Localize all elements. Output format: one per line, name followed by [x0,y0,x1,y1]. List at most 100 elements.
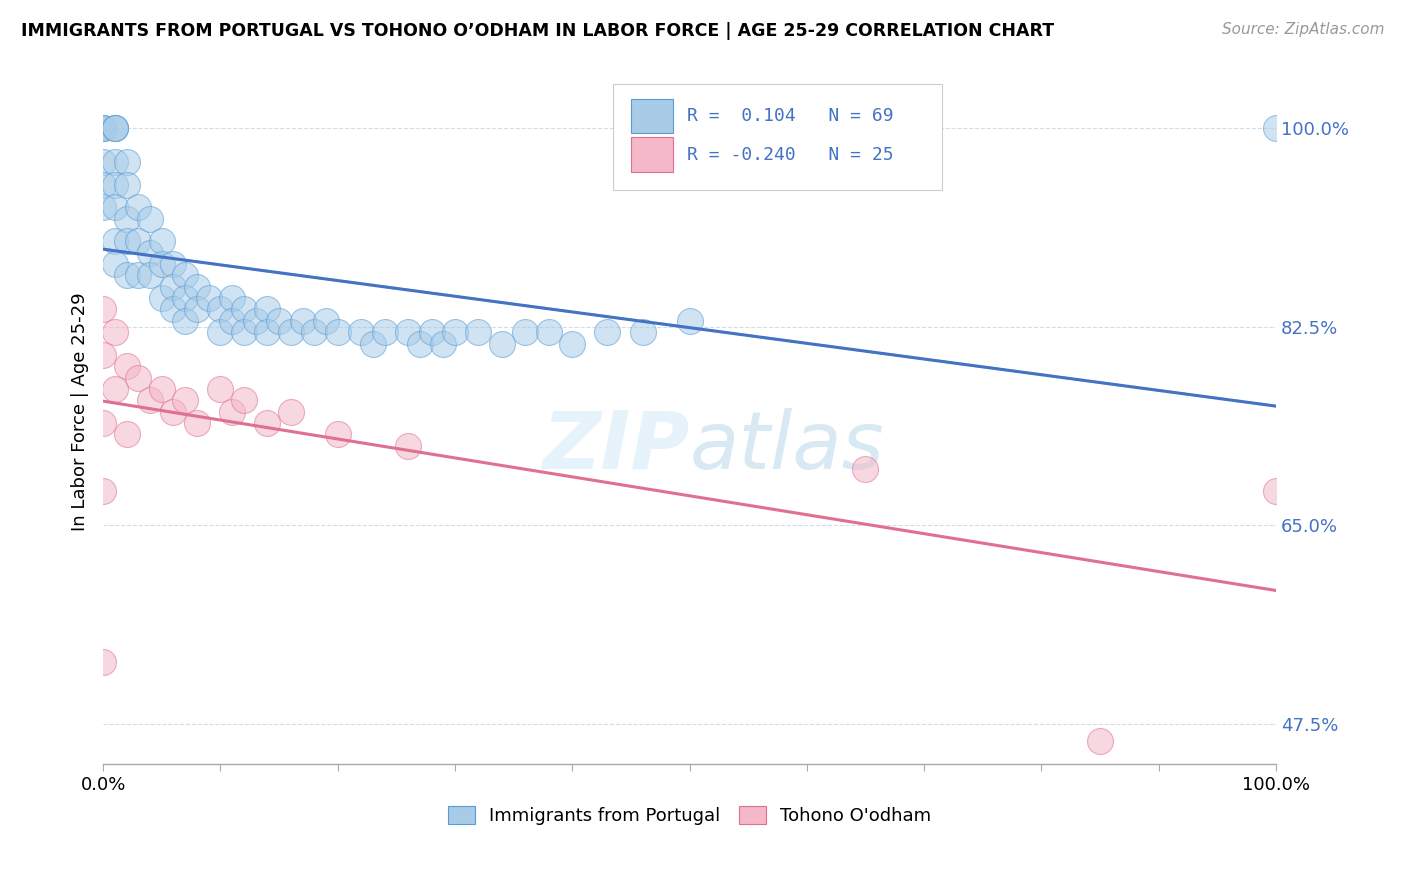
Point [91,348,114,362]
Point [232,393,254,408]
Point [115,154,138,169]
Point [139,393,162,408]
Point [115,359,138,374]
Point [104,325,127,339]
Point [104,257,127,271]
Point [150,382,173,396]
Point [104,154,127,169]
Point [127,268,149,283]
Point [115,211,138,226]
Point [245,314,267,328]
Point [420,325,443,339]
Point [174,291,197,305]
Point [162,302,184,317]
Point [139,211,162,226]
Point [104,200,127,214]
Point [221,291,243,305]
Y-axis label: In Labor Force | Age 25-29: In Labor Force | Age 25-29 [72,293,89,531]
Point [209,325,232,339]
Point [256,325,278,339]
Point [491,336,513,351]
Point [221,405,243,419]
Text: ZIP: ZIP [543,408,689,486]
Point [209,382,232,396]
Point [91,120,114,135]
Point [115,427,138,442]
Text: R =  0.104   N = 69: R = 0.104 N = 69 [688,107,894,125]
Text: R = -0.240   N = 25: R = -0.240 N = 25 [688,145,894,163]
Point [150,235,173,249]
FancyBboxPatch shape [613,84,942,190]
Point [127,235,149,249]
Point [91,154,114,169]
Point [162,405,184,419]
Point [209,302,232,317]
Point [221,314,243,328]
Point [104,120,127,135]
Point [537,325,560,339]
Point [139,268,162,283]
Point [127,200,149,214]
Point [315,314,337,328]
Point [91,484,114,499]
Point [432,336,454,351]
Point [186,279,208,293]
Point [91,302,114,317]
Point [186,416,208,430]
Point [256,416,278,430]
Point [326,325,349,339]
Point [596,325,619,339]
Point [361,336,384,351]
Point [232,325,254,339]
Point [115,235,138,249]
Point [104,382,127,396]
Point [280,325,302,339]
Point [104,178,127,192]
Point [409,336,432,351]
Point [350,325,373,339]
Point [396,439,419,453]
Point [115,178,138,192]
Point [150,291,173,305]
Point [186,302,208,317]
Point [1265,484,1288,499]
Text: IMMIGRANTS FROM PORTUGAL VS TOHONO O’ODHAM IN LABOR FORCE | AGE 25-29 CORRELATIO: IMMIGRANTS FROM PORTUGAL VS TOHONO O’ODH… [21,22,1054,40]
Point [91,416,114,430]
Point [91,120,114,135]
FancyBboxPatch shape [631,99,673,133]
Point [678,314,700,328]
Point [326,427,349,442]
Point [162,257,184,271]
Point [291,314,314,328]
Point [174,314,197,328]
Point [139,245,162,260]
Point [855,461,877,475]
Point [1088,734,1111,748]
Point [631,325,654,339]
Point [267,314,290,328]
Point [104,120,127,135]
Point [232,302,254,317]
Point [174,393,197,408]
Text: Source: ZipAtlas.com: Source: ZipAtlas.com [1222,22,1385,37]
Point [91,120,114,135]
Point [91,200,114,214]
Point [561,336,583,351]
Point [444,325,467,339]
Point [1265,120,1288,135]
Point [280,405,302,419]
Point [197,291,219,305]
Legend: Immigrants from Portugal, Tohono O'odham: Immigrants from Portugal, Tohono O'odham [447,805,931,825]
Point [302,325,325,339]
Point [150,257,173,271]
Text: atlas: atlas [689,408,884,486]
Point [515,325,537,339]
FancyBboxPatch shape [631,137,673,172]
Point [115,268,138,283]
Point [174,268,197,283]
Point [162,279,184,293]
Point [91,655,114,669]
Point [104,235,127,249]
Point [396,325,419,339]
Point [374,325,396,339]
